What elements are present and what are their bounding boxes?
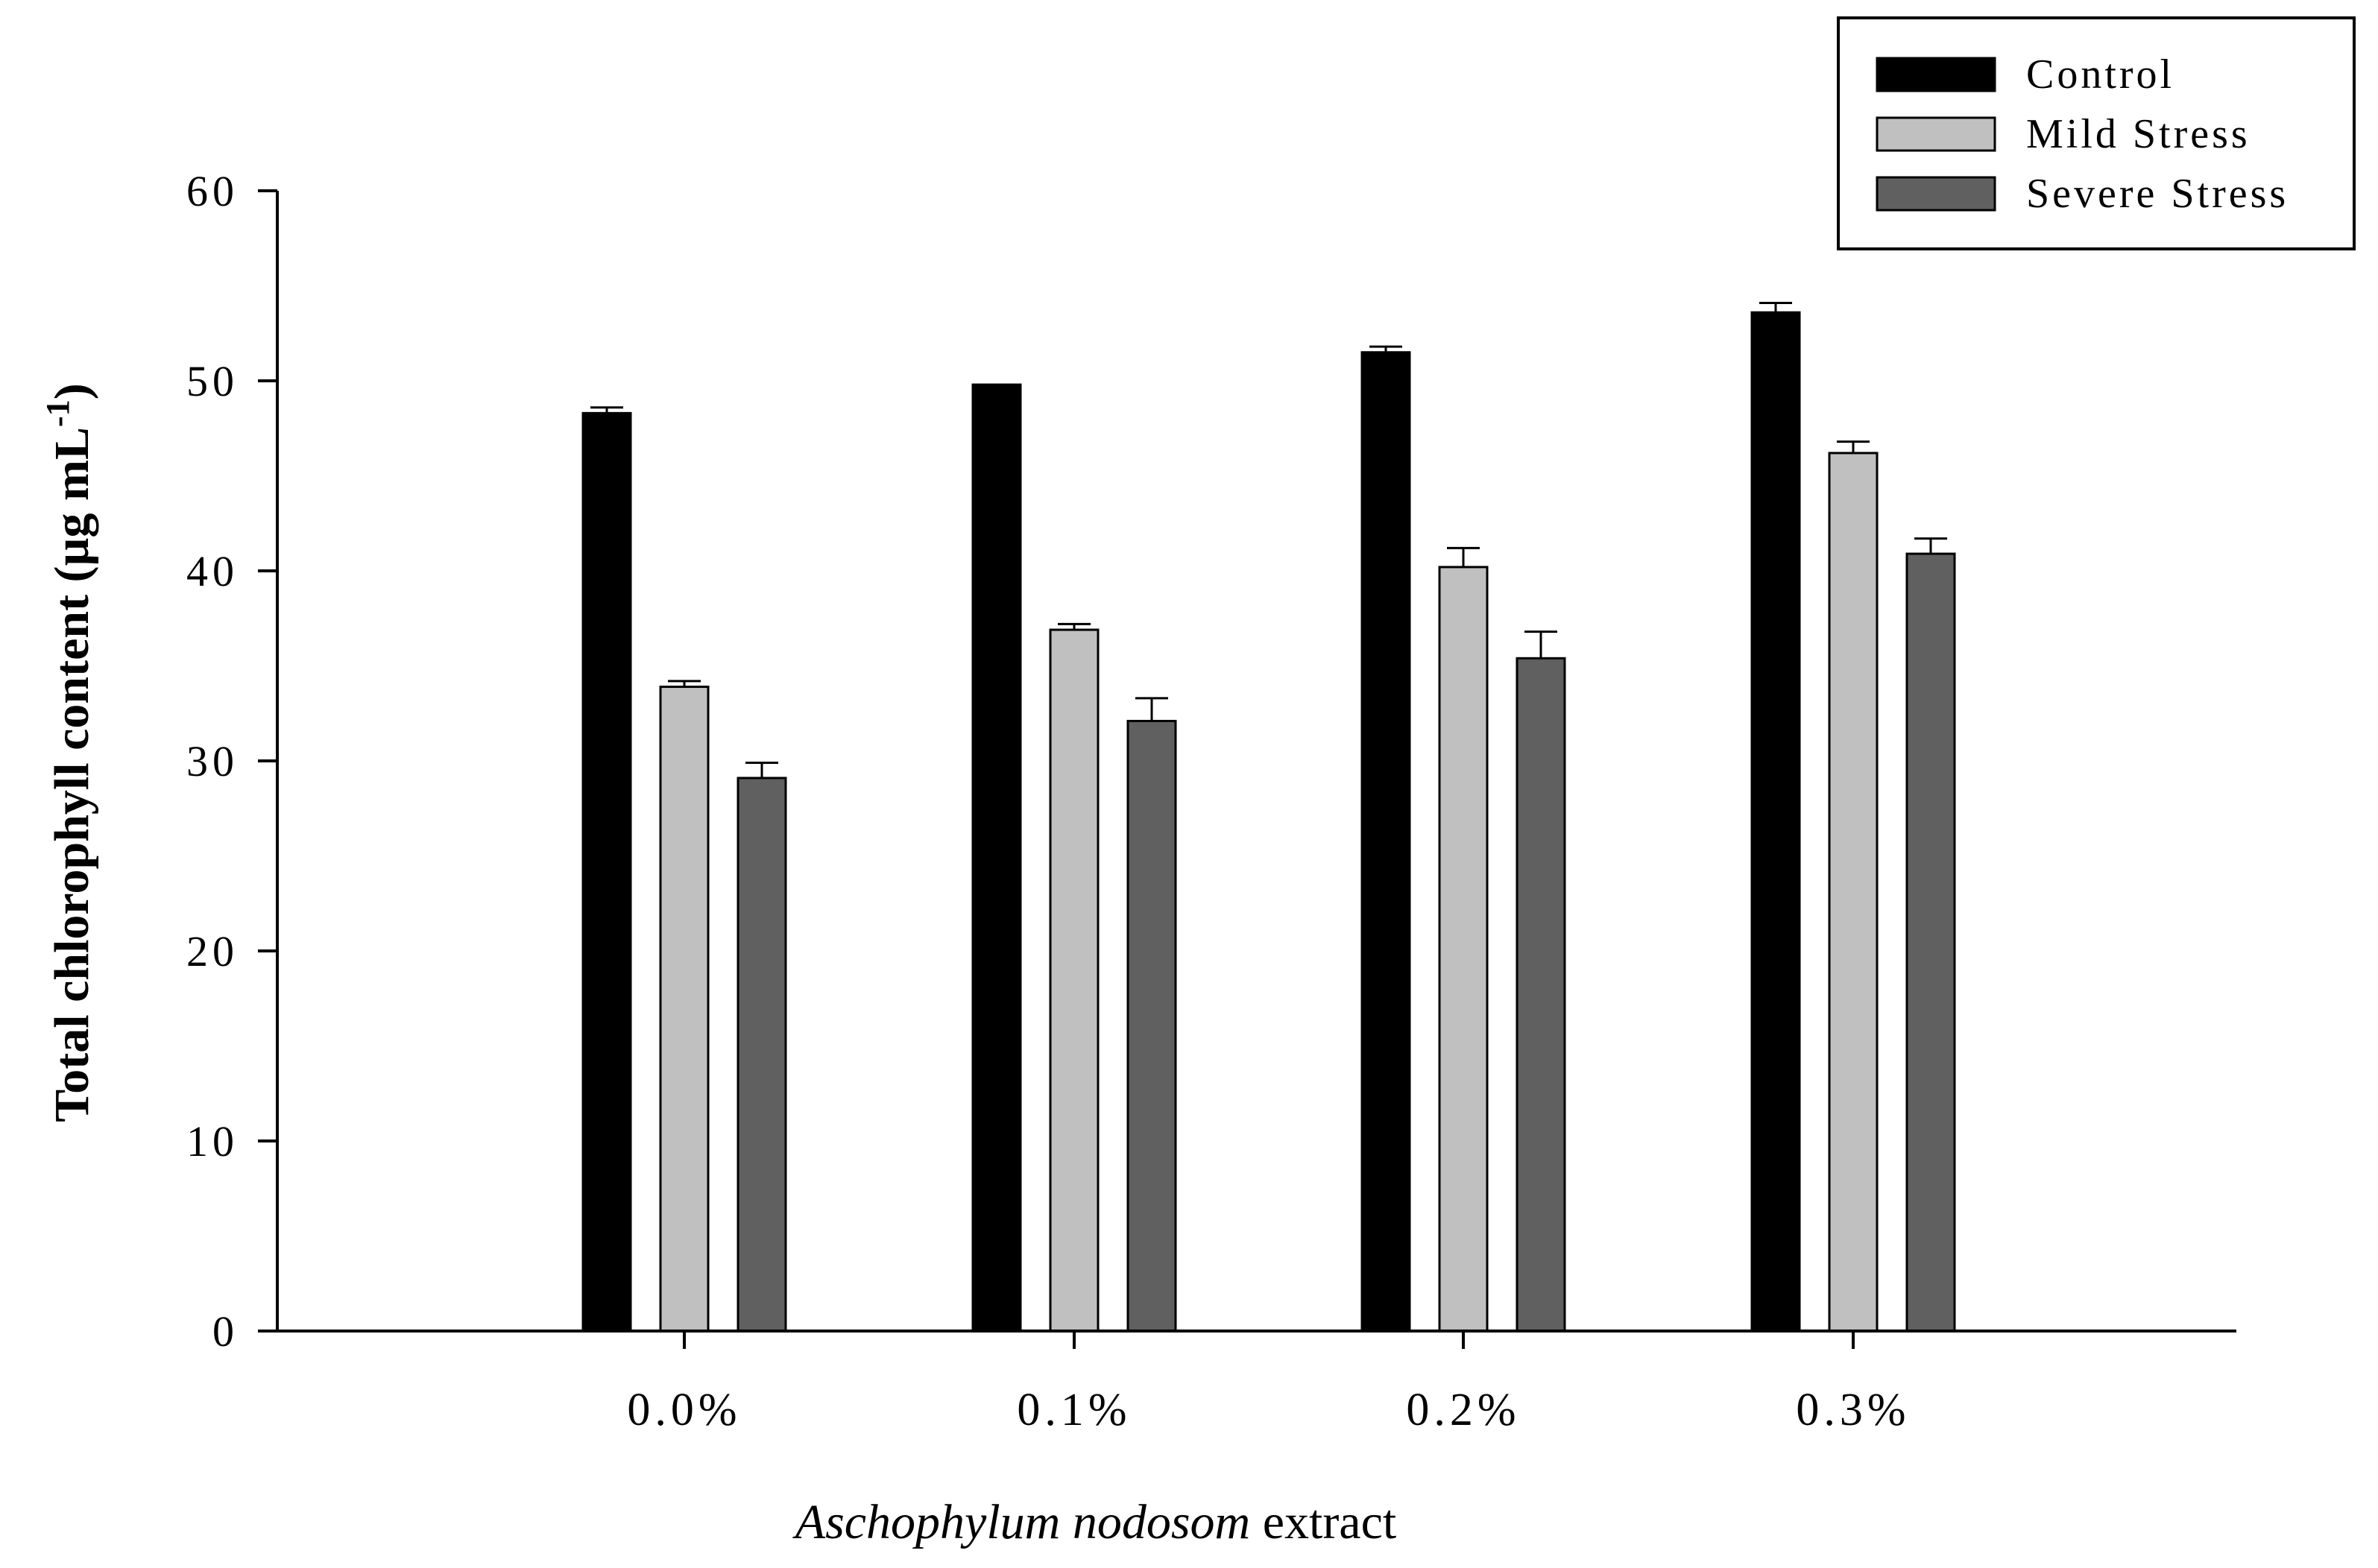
error-bars	[590, 301, 1947, 778]
bar	[1126, 719, 1177, 1333]
legend-label: Mild Stress	[2026, 111, 2251, 157]
x-axis-title: Aschophylum nodosom extract	[792, 1495, 1396, 1549]
y-tick-label: 60	[186, 167, 239, 215]
bar	[737, 777, 787, 1333]
y-axis-title-sup: -1	[40, 399, 76, 427]
bar	[1438, 566, 1489, 1333]
legend-swatch	[1876, 116, 1996, 152]
x-axis-title-italic: Aschophylum nodosom	[792, 1495, 1250, 1549]
bar	[581, 411, 632, 1333]
legend-label: Control	[2026, 51, 2174, 98]
x-tick-label: 0.1%	[1017, 1385, 1131, 1435]
legend-label: Severe Stress	[2026, 171, 2289, 217]
y-tick-label: 50	[186, 357, 239, 405]
bars	[581, 311, 1956, 1333]
x-tick-label: 0.3%	[1796, 1385, 1910, 1435]
bar	[1905, 552, 1956, 1333]
y-axis-title-main: Total chlorophyll content (µg mL	[45, 427, 99, 1122]
x-axis-title-rest: extract	[1250, 1495, 1396, 1549]
y-axis-title-close: )	[45, 383, 99, 399]
bar	[1516, 657, 1566, 1333]
legend: Control Mild Stress Severe Stress	[1837, 16, 2356, 250]
bar	[971, 383, 1022, 1333]
legend-swatch	[1876, 57, 1996, 92]
x-tick-label: 0.0%	[627, 1385, 741, 1435]
y-tick-label: 20	[186, 927, 239, 976]
bar	[1360, 351, 1411, 1333]
y-axis-ticks: 0 10 20 30 40 50 60	[186, 167, 277, 1356]
y-tick-label: 10	[186, 1117, 239, 1166]
x-tick-label: 0.2%	[1406, 1385, 1520, 1435]
bar	[1750, 311, 1801, 1333]
y-tick-label: 40	[186, 547, 239, 595]
legend-swatch	[1876, 176, 1996, 212]
bar	[1828, 452, 1879, 1333]
y-tick-label: 30	[186, 737, 239, 785]
y-axis-title: Total chlorophyll content (µg mL-1)	[40, 383, 99, 1122]
bar	[659, 686, 710, 1333]
bar	[1049, 628, 1100, 1333]
y-tick-label: 0	[212, 1307, 239, 1356]
x-axis-ticks: 0.0% 0.1% 0.2% 0.3%	[627, 1331, 1910, 1435]
